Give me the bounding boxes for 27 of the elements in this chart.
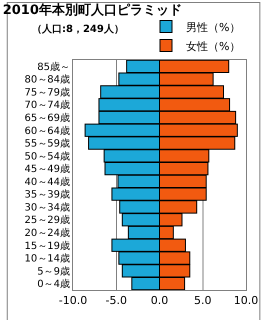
y-tick-label: 45～49歳 bbox=[24, 163, 70, 176]
legend-label: 男性（%） bbox=[186, 20, 240, 34]
x-tick-label: -5.0 bbox=[106, 294, 127, 308]
y-tick-label: 25～29歳 bbox=[24, 214, 70, 226]
y-tick-label: 30～34歳 bbox=[24, 201, 70, 214]
x-tick-label: 5.0 bbox=[194, 294, 212, 308]
y-tick-label: 0～4歳 bbox=[37, 278, 70, 290]
y-tick-label: 80～84歳 bbox=[24, 74, 70, 86]
x-tick-label: 10.0 bbox=[234, 294, 258, 308]
y-tick-label: 15～19歳 bbox=[24, 240, 70, 252]
y-tick-label: 55～59歳 bbox=[24, 138, 70, 150]
y-tick-label: 5～9歳 bbox=[37, 265, 70, 278]
legend-label: 女性（%） bbox=[186, 40, 240, 53]
y-tick-label: 40～44歳 bbox=[24, 176, 70, 188]
chart-title: 2010年本別町人口ピラミッド bbox=[2, 2, 182, 18]
x-tick-label: -10.0 bbox=[58, 294, 88, 308]
y-tick-label: 10～14歳 bbox=[24, 252, 70, 265]
y-tick-label: 50～54歳 bbox=[24, 150, 70, 162]
y-tick-label: 75～79歳 bbox=[24, 86, 70, 98]
y-tick-label: 65～69歳 bbox=[24, 112, 70, 124]
x-tick-label: 0.0 bbox=[150, 294, 168, 308]
y-tick-label: 85歳～ bbox=[37, 60, 70, 73]
y-tick-label: 70～74歳 bbox=[24, 99, 70, 112]
y-tick-label: 35～39歳 bbox=[24, 188, 70, 201]
chart-subtitle: （人口:8，249人） bbox=[32, 23, 124, 35]
y-tick-label: 60～64歳 bbox=[24, 124, 70, 137]
y-tick-label: 20～24歳 bbox=[24, 227, 70, 239]
